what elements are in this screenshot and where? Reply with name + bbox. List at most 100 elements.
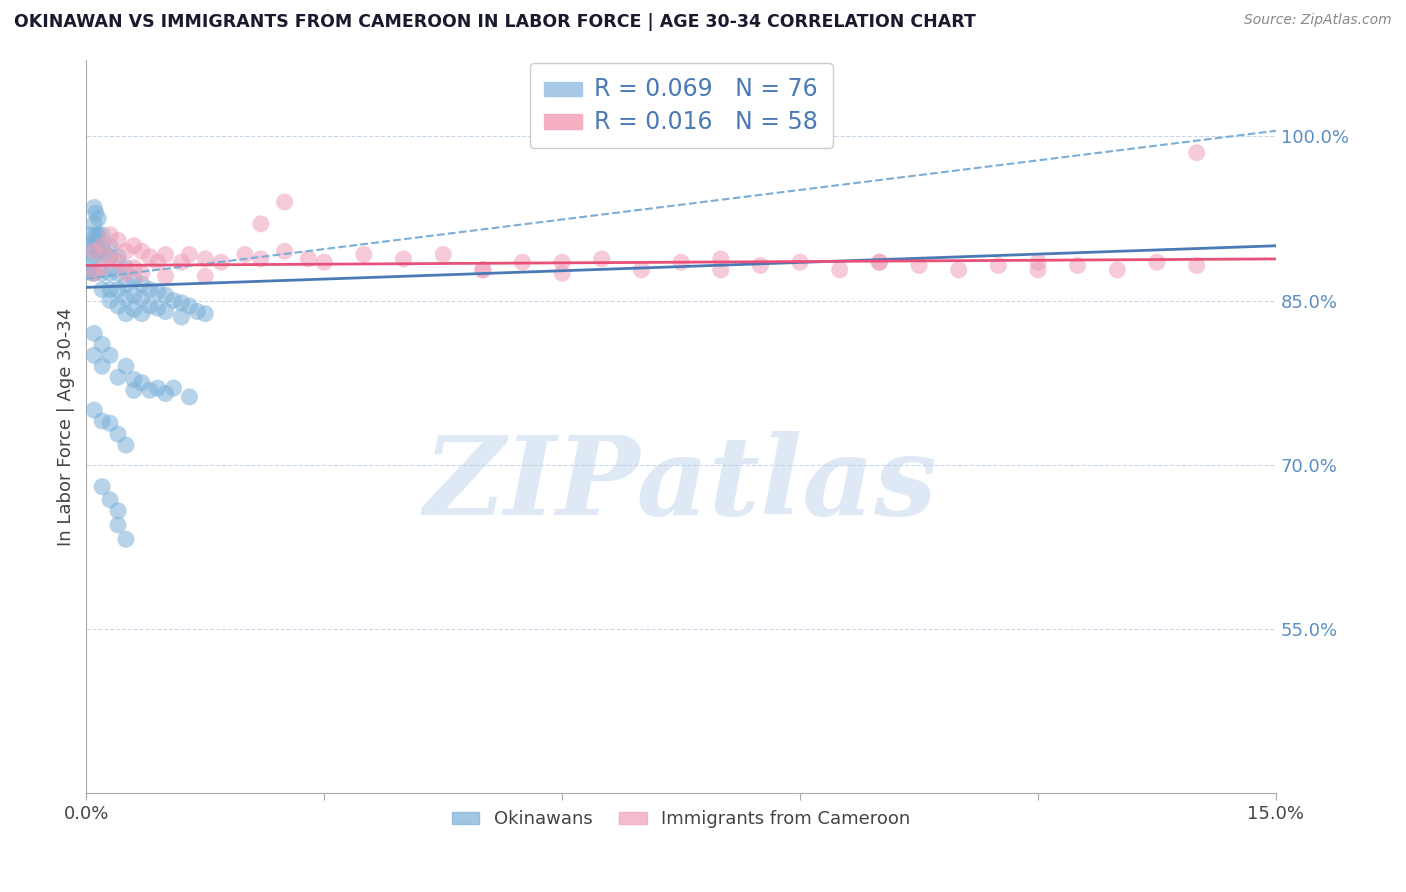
Point <box>551 266 574 280</box>
Point <box>83 266 105 280</box>
Point <box>591 252 613 266</box>
Point <box>1107 263 1129 277</box>
Point <box>179 299 201 313</box>
Point <box>155 304 177 318</box>
Point <box>551 255 574 269</box>
Point <box>83 217 105 231</box>
Point <box>146 301 169 316</box>
Point <box>179 390 201 404</box>
Point <box>79 227 101 242</box>
Point <box>297 252 319 266</box>
Point <box>139 299 162 313</box>
Point <box>115 266 138 280</box>
Point <box>91 414 114 428</box>
Point <box>162 381 184 395</box>
Point <box>98 266 121 280</box>
Point <box>186 304 208 318</box>
Point <box>98 492 121 507</box>
Point <box>98 293 121 308</box>
Point <box>87 244 110 259</box>
Point <box>749 259 772 273</box>
Point <box>353 247 375 261</box>
Point <box>87 211 110 226</box>
Point <box>1185 259 1208 273</box>
Point <box>868 255 890 269</box>
Point <box>194 307 217 321</box>
Point <box>98 283 121 297</box>
Point <box>83 250 105 264</box>
Point <box>155 247 177 261</box>
Point <box>249 252 271 266</box>
Point <box>98 250 121 264</box>
Point <box>122 288 145 302</box>
Text: Source: ZipAtlas.com: Source: ZipAtlas.com <box>1244 13 1392 28</box>
Y-axis label: In Labor Force | Age 30-34: In Labor Force | Age 30-34 <box>58 307 75 546</box>
Point <box>948 263 970 277</box>
Point <box>83 233 105 247</box>
Point <box>146 381 169 395</box>
Point <box>107 370 129 384</box>
Point <box>1026 255 1049 269</box>
Point <box>115 307 138 321</box>
Point <box>131 376 153 390</box>
Point <box>630 263 652 277</box>
Point <box>80 266 103 280</box>
Point <box>107 233 129 247</box>
Point <box>107 255 129 269</box>
Point <box>98 239 121 253</box>
Point <box>122 384 145 398</box>
Point <box>84 206 107 220</box>
Point <box>139 384 162 398</box>
Point <box>107 427 129 442</box>
Point <box>91 260 114 275</box>
Point <box>91 250 114 264</box>
Point <box>91 337 114 351</box>
Point <box>91 227 114 242</box>
Point <box>83 201 105 215</box>
Point <box>512 255 534 269</box>
Point <box>710 252 733 266</box>
Point <box>107 504 129 518</box>
Point <box>194 269 217 284</box>
Point <box>146 255 169 269</box>
Point <box>908 259 931 273</box>
Point <box>80 239 103 253</box>
Point <box>83 266 105 280</box>
Point <box>91 239 114 253</box>
Point <box>79 244 101 259</box>
Point <box>98 227 121 242</box>
Point <box>131 307 153 321</box>
Point <box>131 277 153 292</box>
Point <box>987 259 1010 273</box>
Point <box>107 518 129 533</box>
Point <box>107 266 129 280</box>
Point <box>115 277 138 292</box>
Point <box>83 348 105 362</box>
Legend: Okinawans, Immigrants from Cameroon: Okinawans, Immigrants from Cameroon <box>444 803 918 836</box>
Point <box>139 250 162 264</box>
Point <box>84 227 107 242</box>
Point <box>710 263 733 277</box>
Point <box>122 302 145 317</box>
Point <box>83 403 105 417</box>
Point <box>122 372 145 386</box>
Point <box>122 239 145 253</box>
Point <box>828 263 851 277</box>
Point <box>91 283 114 297</box>
Point <box>79 260 101 275</box>
Point <box>314 255 336 269</box>
Point <box>115 438 138 452</box>
Point <box>789 255 811 269</box>
Point <box>98 348 121 362</box>
Point <box>273 194 295 209</box>
Point <box>98 416 121 430</box>
Point <box>83 326 105 341</box>
Point <box>115 291 138 305</box>
Point <box>122 271 145 285</box>
Text: OKINAWAN VS IMMIGRANTS FROM CAMEROON IN LABOR FORCE | AGE 30-34 CORRELATION CHAR: OKINAWAN VS IMMIGRANTS FROM CAMEROON IN … <box>14 13 976 31</box>
Point <box>83 244 105 259</box>
Point <box>91 480 114 494</box>
Point <box>432 247 454 261</box>
Point <box>155 288 177 302</box>
Point <box>392 252 415 266</box>
